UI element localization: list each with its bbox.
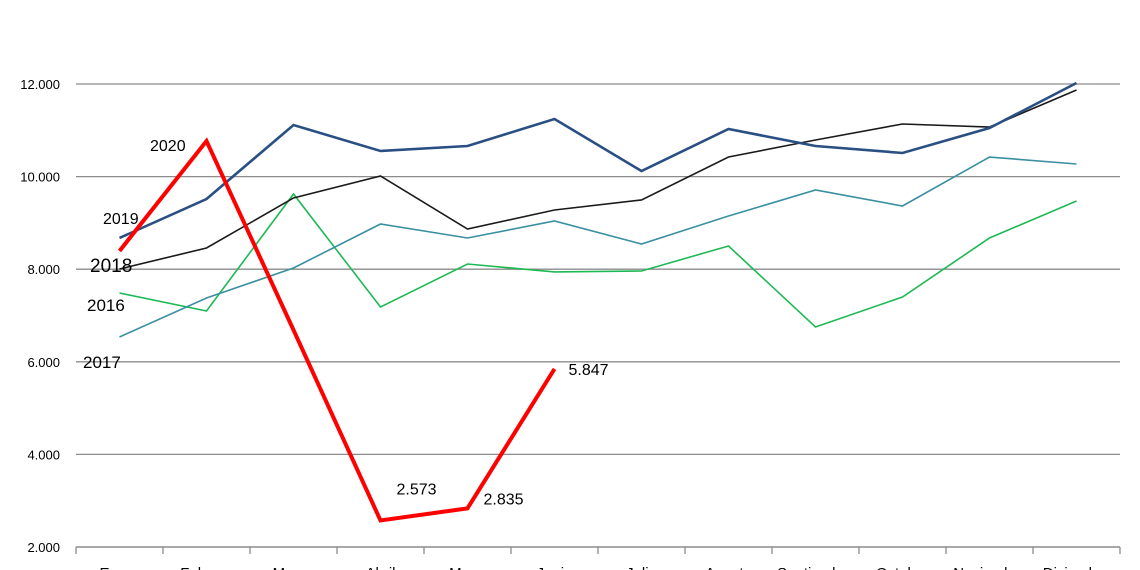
- x-tick-label: Enero: [99, 565, 139, 570]
- y-tick-label: 12.000: [20, 77, 60, 92]
- series-label-2016: 2016: [87, 296, 125, 315]
- series-line-2019: [118, 81, 1078, 240]
- series-line-2016: [119, 192, 1077, 328]
- series-label-2018: 2018: [90, 256, 132, 277]
- x-tick-label: Mayo: [449, 565, 486, 570]
- x-tick-label: Junio: [537, 565, 573, 570]
- data-label: 2.835: [484, 491, 524, 508]
- x-tick-label: Julio: [626, 565, 657, 570]
- x-tick-label: Agosto: [705, 565, 752, 570]
- x-tick-label: Febrero: [180, 565, 233, 570]
- x-tick-label: Octubre: [876, 565, 929, 570]
- series-line-2020: [117, 137, 557, 523]
- x-tick-label: Noviembre: [953, 565, 1026, 570]
- series-label-2019: 2019: [103, 211, 139, 228]
- y-tick-label: 6.000: [27, 355, 60, 370]
- x-tick-label: Abril: [365, 565, 395, 570]
- x-tick-label: Septiembre: [777, 565, 854, 570]
- series-line-2018: [119, 89, 1077, 270]
- series-label-2020: 2020: [150, 138, 186, 155]
- y-tick-label: 8.000: [27, 262, 60, 277]
- x-tick-label: Marzo: [273, 565, 315, 570]
- series-label-2017: 2017: [83, 353, 121, 372]
- x-tick-label: Diciembre: [1043, 565, 1111, 570]
- data-label: 5.847: [569, 362, 609, 379]
- series-line-2017: [119, 156, 1077, 338]
- y-tick-label: 10.000: [20, 170, 60, 185]
- y-tick-label: 4.000: [27, 447, 60, 462]
- y-tick-label: 2.000: [27, 540, 60, 555]
- data-label: 2.573: [397, 481, 437, 498]
